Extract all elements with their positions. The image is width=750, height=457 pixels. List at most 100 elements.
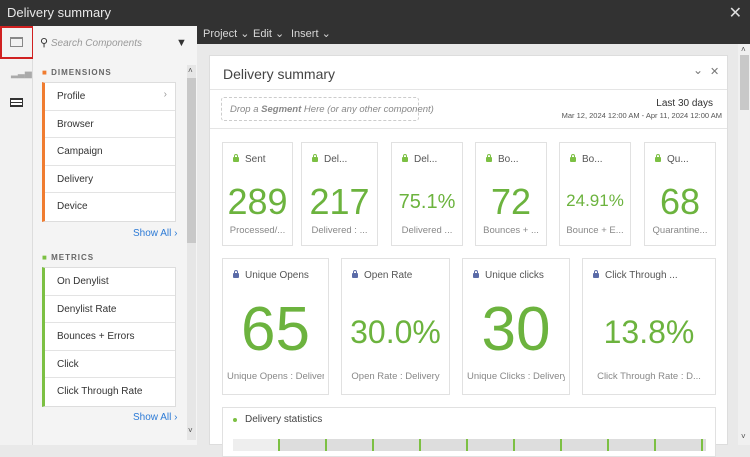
menu-project[interactable]: Project ⌄ — [203, 28, 250, 40]
card-subtitle: Delivered ... — [401, 225, 453, 236]
card-subtitle: Delivered : ... — [311, 225, 368, 236]
item-label: Device — [57, 201, 88, 213]
panel-title: Delivery summary — [223, 66, 336, 82]
filter-icon[interactable]: ▼ — [176, 37, 187, 49]
item-label: Campaign — [57, 146, 103, 158]
item-label: Delivery — [57, 173, 94, 185]
metric-card[interactable]: Unique clicks 30 Unique Clicks : Deliver… — [462, 258, 570, 395]
selected-rail-item — [0, 26, 34, 59]
close-panel-icon[interactable]: ✕ — [710, 66, 720, 78]
metrics-header: ■ METRICS — [42, 253, 94, 262]
card-title: Bo... — [570, 154, 603, 165]
scroll-down-icon[interactable]: ˅ — [188, 426, 193, 435]
card-subtitle: Processed/... — [229, 225, 286, 236]
lock-icon — [352, 270, 358, 278]
list-item[interactable]: Denylist Rate — [45, 296, 175, 324]
dimensions-label: DIMENSIONS — [51, 68, 112, 77]
metric-card[interactable]: Sent 289 Processed/... — [222, 142, 293, 246]
card-title: Open Rate — [352, 270, 412, 281]
card-value: 30 — [481, 295, 551, 364]
card-value: 30.0% — [350, 314, 441, 350]
main-scroll-thumb[interactable] — [740, 55, 749, 110]
card-title-text: Open Rate — [364, 270, 413, 281]
list-item[interactable]: Click — [45, 351, 175, 379]
lock-icon — [233, 154, 239, 162]
segment-drop-zone[interactable]: Drop a Segment Here (or any other compon… — [221, 97, 434, 121]
metrics-label: METRICS — [51, 253, 95, 262]
card-subtitle: Bounce + E... — [566, 225, 624, 236]
lock-icon — [655, 154, 661, 162]
card-title: Del... — [312, 154, 347, 165]
dimensions-icon: ■ — [42, 68, 48, 77]
item-label: Click — [57, 358, 79, 370]
card-title-text: Del... — [414, 154, 438, 165]
sidebar-scrollbar[interactable] — [187, 65, 196, 440]
list-item[interactable]: Click Through Rate — [45, 378, 175, 406]
card-subtitle: Open Rate : Delivery — [351, 371, 440, 382]
stats-title: Delivery statistics — [245, 414, 323, 425]
list-item[interactable]: Campaign — [45, 138, 175, 166]
card-title: Unique clicks — [473, 270, 544, 281]
close-icon[interactable]: ✕ — [728, 5, 742, 22]
list-item[interactable]: Profile › — [45, 83, 175, 111]
chevron-right-icon[interactable]: › — [163, 89, 167, 100]
scroll-up-icon[interactable]: ˄ — [741, 45, 746, 54]
visualizations-icon[interactable]: ▂▃▅ — [11, 68, 32, 78]
lock-icon — [473, 270, 479, 278]
menu-label: Edit — [253, 28, 272, 40]
card-title-text: Sent — [245, 154, 266, 165]
scroll-down-icon[interactable]: ˅ — [741, 432, 746, 441]
menu-insert[interactable]: Insert ⌄ — [291, 28, 331, 40]
metric-card[interactable]: Bo... 24.91% Bounce + E... — [559, 142, 631, 246]
dimensions-show-all[interactable]: Show All › — [133, 228, 178, 239]
card-value: 13.8% — [603, 314, 695, 350]
lock-icon — [570, 154, 576, 162]
card-subtitle: Unique Opens : Delivery — [227, 371, 324, 382]
delivery-statistics-card: Delivery statistics — [222, 407, 716, 457]
main-scrollbar[interactable] — [738, 44, 750, 445]
lock-icon — [593, 270, 599, 278]
item-label: Click Through Rate — [57, 386, 143, 398]
sidebar-scroll-thumb[interactable] — [187, 78, 196, 243]
stats-bar — [233, 439, 706, 451]
lock-icon — [486, 154, 492, 162]
metric-card[interactable]: Unique Opens 65 Unique Opens : Delivery — [222, 258, 329, 395]
metrics-show-all[interactable]: Show All › — [133, 412, 178, 423]
card-title-text: Del... — [324, 154, 348, 165]
list-item[interactable]: Delivery — [45, 166, 175, 194]
dimensions-list: Profile › Browser Campaign Delivery Devic… — [42, 82, 176, 222]
metric-card[interactable]: Del... 217 Delivered : ... — [301, 142, 378, 246]
card-title-text: Unique Opens — [245, 270, 309, 281]
date-range-label[interactable]: Last 30 days — [656, 98, 713, 109]
search-input[interactable]: ⚲ Search Components — [40, 36, 190, 54]
card-value: 75.1% — [398, 191, 456, 213]
list-item[interactable]: Browser — [45, 111, 175, 139]
metric-card[interactable]: Del... 75.1% Delivered ... — [391, 142, 463, 246]
panels-icon[interactable] — [10, 37, 23, 47]
item-label: On Denylist — [57, 276, 109, 287]
card-title: Click Through ... — [593, 270, 678, 281]
collapse-icon[interactable]: ⌄ — [693, 63, 704, 77]
item-label: Browser — [57, 118, 94, 130]
menu-label: Insert — [291, 28, 319, 40]
metric-card[interactable]: Bo... 72 Bounces + ... — [475, 142, 547, 246]
dimensions-header: ■ DIMENSIONS — [42, 68, 112, 77]
components-icon[interactable] — [10, 98, 23, 107]
metric-card[interactable]: Click Through ... 13.8% Click Through Ra… — [582, 258, 716, 395]
list-item[interactable]: On Denylist — [45, 268, 175, 296]
menu-label: Project — [203, 28, 238, 40]
list-item[interactable]: Bounces + Errors — [45, 323, 175, 351]
card-value: 68 — [659, 181, 701, 222]
metric-card[interactable]: Open Rate 30.0% Open Rate : Delivery — [341, 258, 450, 395]
show-all-label: Show All — [133, 412, 172, 423]
date-range[interactable]: Mar 12, 2024 12:00 AM - Apr 11, 2024 12:… — [561, 111, 722, 120]
card-title-text: Qu... — [667, 154, 689, 165]
show-all-label: Show All — [133, 228, 172, 239]
scroll-up-icon[interactable]: ˄ — [188, 66, 193, 75]
divider — [210, 89, 727, 90]
metric-card[interactable]: Qu... 68 Quarantine... — [644, 142, 716, 246]
list-item[interactable]: Device — [45, 193, 175, 221]
menu-edit[interactable]: Edit ⌄ — [253, 28, 285, 40]
card-value: 65 — [241, 295, 310, 364]
metrics-list: On Denylist Denylist Rate Bounces + Erro… — [42, 267, 176, 407]
